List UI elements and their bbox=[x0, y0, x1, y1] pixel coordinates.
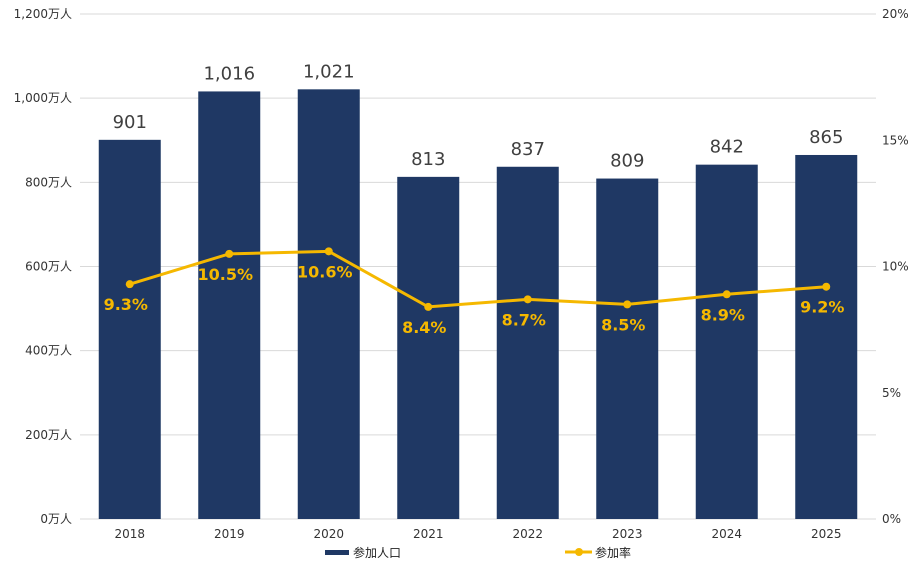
rate-point bbox=[225, 249, 234, 258]
rate-point bbox=[822, 282, 831, 291]
rate-point bbox=[523, 295, 532, 304]
y-right-tick: 10% bbox=[882, 260, 909, 274]
bar-label: 1,021 bbox=[303, 61, 355, 82]
bar-label: 865 bbox=[809, 127, 843, 148]
bar bbox=[397, 176, 460, 520]
bar bbox=[198, 91, 261, 519]
rate-line bbox=[129, 249, 827, 309]
rate-point bbox=[722, 290, 731, 299]
rate-point bbox=[424, 302, 433, 311]
x-tick: 2020 bbox=[313, 527, 344, 541]
x-tick: 2021 bbox=[413, 527, 444, 541]
bar-label: 837 bbox=[511, 139, 545, 160]
legend-label: 参加率 bbox=[595, 545, 631, 560]
y-left-tick: 600万人 bbox=[25, 260, 72, 274]
rate-point bbox=[125, 280, 134, 289]
x-tick: 2025 bbox=[811, 527, 842, 541]
rate-label: 10.6% bbox=[297, 262, 353, 281]
rate-label: 8.9% bbox=[701, 305, 745, 324]
x-tick: 2019 bbox=[214, 527, 245, 541]
legend-bar-swatch bbox=[325, 550, 349, 555]
rate-label: 9.3% bbox=[104, 295, 148, 314]
rate-label: 8.5% bbox=[601, 315, 645, 334]
legend-label: 参加人口 bbox=[353, 545, 401, 560]
bar bbox=[98, 139, 161, 519]
rate-label: 8.7% bbox=[502, 310, 546, 329]
rate-point bbox=[623, 300, 632, 309]
bar bbox=[596, 178, 659, 519]
x-tick: 2024 bbox=[711, 527, 742, 541]
bar-label: 1,016 bbox=[203, 63, 255, 84]
y-right-tick: 0% bbox=[882, 512, 901, 526]
y-right-tick: 5% bbox=[882, 386, 901, 400]
rate-point bbox=[324, 247, 333, 256]
rate-label: 8.4% bbox=[402, 318, 446, 337]
y-left-tick: 0万人 bbox=[40, 512, 72, 526]
bar-label: 809 bbox=[610, 151, 644, 172]
y-left-tick: 200万人 bbox=[25, 428, 72, 442]
y-right-tick: 15% bbox=[882, 133, 909, 147]
bar bbox=[695, 164, 758, 520]
y-left-tick: 400万人 bbox=[25, 344, 72, 358]
legend-line-marker bbox=[575, 548, 583, 556]
x-tick: 2018 bbox=[114, 527, 145, 541]
y-left-tick: 1,000万人 bbox=[14, 91, 72, 105]
y-right-tick: 20% bbox=[882, 7, 909, 21]
y-left-tick: 1,200万人 bbox=[14, 7, 72, 21]
rate-label: 9.2% bbox=[800, 298, 844, 317]
x-tick: 2023 bbox=[612, 527, 643, 541]
bar-label: 813 bbox=[411, 149, 445, 170]
y-left-tick: 800万人 bbox=[25, 175, 72, 189]
x-tick: 2022 bbox=[512, 527, 543, 541]
bar bbox=[496, 166, 559, 519]
bar-label: 901 bbox=[113, 112, 147, 133]
bar bbox=[297, 89, 360, 520]
bar-label: 842 bbox=[710, 137, 744, 158]
rate-label: 10.5% bbox=[197, 265, 253, 284]
bar bbox=[795, 154, 858, 519]
